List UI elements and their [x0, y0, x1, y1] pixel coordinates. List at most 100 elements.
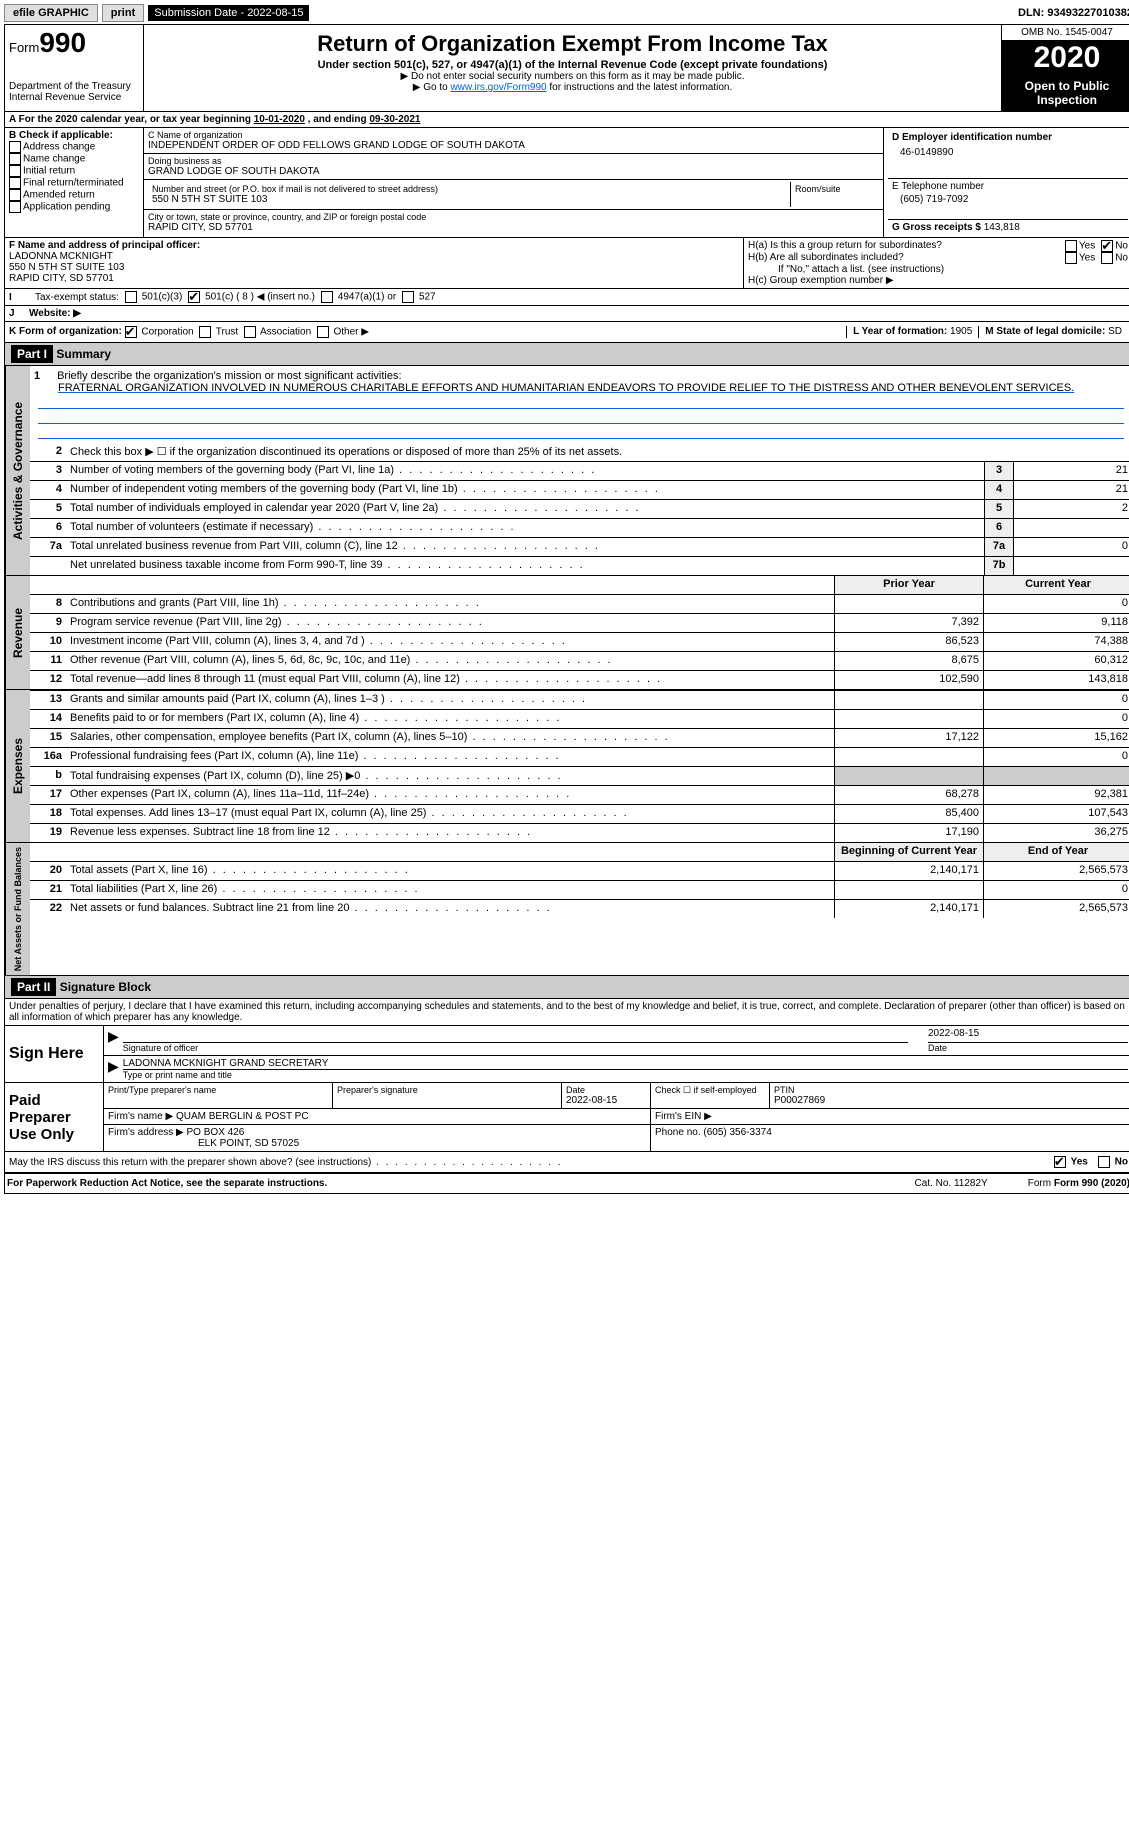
- money-line: 22Net assets or fund balances. Subtract …: [30, 899, 1129, 918]
- print-button[interactable]: print: [102, 4, 144, 22]
- expenses-section: Expenses 13Grants and similar amounts pa…: [5, 690, 1129, 843]
- arrow-icon: ▶: [108, 1028, 119, 1053]
- cb-pending[interactable]: Application pending: [9, 201, 139, 213]
- part1-title: Summary: [56, 347, 111, 361]
- line-num: 4: [30, 481, 66, 499]
- box-l: L Year of formation: 1905: [846, 326, 978, 338]
- current-value: 107,543: [983, 805, 1129, 823]
- line-box: 4: [984, 481, 1013, 499]
- hc-label: H(c) Group exemption number ▶: [748, 275, 1128, 286]
- cb-other[interactable]: Other ▶: [317, 326, 369, 338]
- cat-no: Cat. No. 11282Y: [915, 1178, 988, 1189]
- line-value: 21: [1013, 481, 1129, 499]
- yes-label: Yes: [1079, 253, 1095, 264]
- cb-501c[interactable]: 501(c) ( 8 ) ◀ (insert no.): [188, 291, 315, 303]
- prior-value: 7,392: [834, 614, 983, 632]
- cb-final-return[interactable]: Final return/terminated: [9, 177, 139, 189]
- cb-4947[interactable]: 4947(a)(1) or: [321, 291, 396, 303]
- signature-block: Sign Here ▶ Signature of officer 2022-08…: [5, 1026, 1129, 1152]
- opt-label: 501(c)(3): [142, 292, 183, 303]
- line-num: 9: [30, 614, 66, 632]
- line-text: Revenue less expenses. Subtract line 18 …: [66, 824, 834, 842]
- form-org-label: K Form of organization:: [9, 326, 122, 338]
- money-line: 19Revenue less expenses. Subtract line 1…: [30, 823, 1129, 842]
- form-title: Return of Organization Exempt From Incom…: [148, 31, 997, 57]
- cb-corp[interactable]: Corporation: [125, 326, 194, 338]
- officer-city: RAPID CITY, SD 57701: [9, 273, 739, 284]
- current-value: [983, 767, 1129, 785]
- cb-name-change[interactable]: Name change: [9, 153, 139, 165]
- line-text: Total expenses. Add lines 13–17 (must eq…: [66, 805, 834, 823]
- line-num: 18: [30, 805, 66, 823]
- expenses-label: Expenses: [5, 690, 30, 842]
- current-value: 0: [983, 595, 1129, 613]
- period-a: For the 2020 calendar year, or tax year …: [19, 114, 254, 125]
- hb-yes[interactable]: Yes: [1065, 252, 1095, 264]
- yes-label: Yes: [1079, 241, 1095, 252]
- irs-link[interactable]: www.irs.gov/Form990: [450, 82, 546, 93]
- state-label: M State of legal domicile:: [985, 326, 1108, 337]
- goto-suffix: for instructions and the latest informat…: [547, 82, 733, 93]
- discuss-no[interactable]: No: [1098, 1156, 1128, 1168]
- cb-501c3[interactable]: 501(c)(3): [125, 291, 182, 303]
- line-text: Professional fundraising fees (Part IX, …: [66, 748, 834, 766]
- line-num: 10: [30, 633, 66, 651]
- omb: OMB No. 1545-0047: [1002, 25, 1129, 40]
- officer-h-row: F Name and address of principal officer:…: [5, 238, 1129, 289]
- opt-label: Association: [260, 327, 311, 338]
- firm-ein-label: Firm's EIN ▶: [655, 1111, 712, 1122]
- gross-amount: 143,818: [984, 222, 1020, 233]
- current-value: 0: [983, 881, 1129, 899]
- cb-trust[interactable]: Trust: [199, 326, 238, 338]
- cb-assoc[interactable]: Association: [244, 326, 311, 338]
- box-h: H(a) Is this a group return for subordin…: [744, 238, 1129, 288]
- ha-yes[interactable]: Yes: [1065, 240, 1095, 252]
- phone-label: E Telephone number: [892, 181, 1124, 192]
- efile-button[interactable]: efile GRAPHIC: [4, 4, 98, 22]
- line-text: Contributions and grants (Part VIII, lin…: [66, 595, 834, 613]
- dln-label: DLN:: [1018, 7, 1047, 19]
- period-begin: 10-01-2020: [254, 114, 305, 125]
- line-num: 3: [30, 462, 66, 480]
- name-label: C Name of organization: [148, 130, 879, 140]
- goto-note: ▶ Go to www.irs.gov/Form990 for instruct…: [148, 82, 997, 93]
- cb-initial-return[interactable]: Initial return: [9, 165, 139, 177]
- line-text: Total number of individuals employed in …: [66, 500, 984, 518]
- line-num: 15: [30, 729, 66, 747]
- money-line: 17Other expenses (Part IX, column (A), l…: [30, 785, 1129, 804]
- line-text: Grants and similar amounts paid (Part IX…: [66, 691, 834, 709]
- line-value: 2: [1013, 500, 1129, 518]
- line-num: 14: [30, 710, 66, 728]
- firm-name-label: Firm's name ▶: [108, 1111, 176, 1122]
- prior-value: [834, 767, 983, 785]
- ha-no[interactable]: No: [1101, 240, 1128, 252]
- cb-amended[interactable]: Amended return: [9, 189, 139, 201]
- box-m: M State of legal domicile: SD: [978, 326, 1128, 338]
- box-c: C Name of organization INDEPENDENT ORDER…: [144, 128, 883, 237]
- money-line: 20Total assets (Part X, line 16)2,140,17…: [30, 861, 1129, 880]
- date-label: Date: [928, 1043, 1128, 1053]
- type-name-label: Type or print name and title: [123, 1070, 1128, 1080]
- discuss-yes[interactable]: Yes: [1054, 1156, 1088, 1168]
- gov-line: 2Check this box ▶ ☐ if the organization …: [30, 443, 1129, 461]
- website-label: Website: ▶: [29, 308, 81, 319]
- line-text: Number of independent voting members of …: [66, 481, 984, 499]
- row-k: K Form of organization: Corporation Trus…: [5, 322, 1129, 343]
- line-box: 6: [984, 519, 1013, 537]
- open-public: Open to Public Inspection: [1002, 75, 1129, 111]
- gov-line: Net unrelated business taxable income fr…: [30, 556, 1129, 575]
- prior-value: 17,122: [834, 729, 983, 747]
- paid-preparer-label: Paid Preparer Use Only: [5, 1083, 104, 1151]
- self-emp[interactable]: Check ☐ if self-employed: [655, 1085, 765, 1096]
- line-num: 12: [30, 671, 66, 689]
- part1-header: Part I Summary: [5, 343, 1129, 366]
- money-line: 13Grants and similar amounts paid (Part …: [30, 690, 1129, 709]
- officer-sig-line[interactable]: [123, 1028, 908, 1043]
- cb-527[interactable]: 527: [402, 291, 435, 303]
- prior-value: [834, 595, 983, 613]
- line-num: 6: [30, 519, 66, 537]
- cb-address-change[interactable]: Address change: [9, 141, 139, 153]
- current-value: 2,565,573: [983, 862, 1129, 880]
- part1-badge: Part I: [11, 345, 53, 363]
- hb-no[interactable]: No: [1101, 252, 1128, 264]
